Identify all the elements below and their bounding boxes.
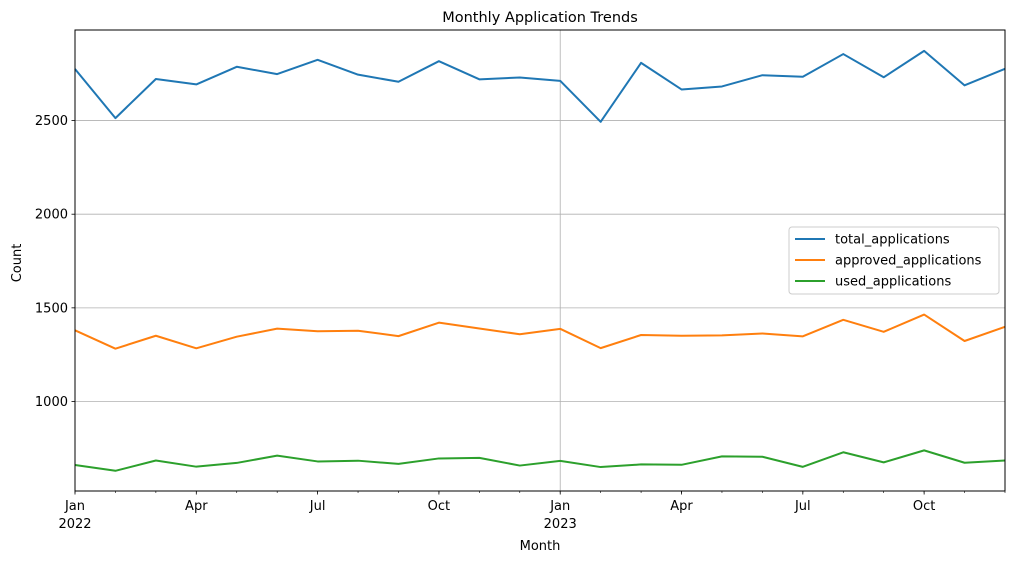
series-line-total_applications [74,49,1006,123]
x-tick-label: Jan [549,499,570,514]
x-axis: Jan 2022 Apr Jul Oct Jan 2023 Apr Jul Oct [58,491,1006,532]
y-tick-label: 2000 [35,208,68,223]
x-axis-label: Month [520,539,561,554]
y-tick-label: 1500 [35,301,68,316]
legend-label: approved_applications [835,254,982,269]
y-tick-label: 2500 [35,114,68,129]
x-tick-sublabel: 2023 [544,517,577,532]
x-tick-label: Oct [913,499,935,514]
series-lines [74,49,1006,472]
x-tick-label: Apr [185,499,208,514]
x-tick-label: Jul [794,499,811,514]
series-line-approved_applications [74,313,1006,350]
x-tick-label: Oct [428,499,450,514]
y-axis: 1000 1500 2000 2500 [35,114,75,410]
y-tick-label: 1000 [35,395,68,410]
chart-title: Monthly Application Trends [442,10,638,26]
legend-box [788,226,1000,295]
plot-frame [74,29,1006,492]
grid-lines [75,30,1005,491]
x-tick-label: Jan [64,499,85,514]
legend-label: used_applications [835,275,951,290]
legend: total_applications approved_applicationsu… [788,226,1000,295]
x-tick-label: Apr [670,499,693,514]
x-tick-label: Jul [309,499,326,514]
y-axis-label: Count [10,244,25,283]
series-line-used_applications [74,449,1006,472]
legend-label: total_applications [835,233,950,248]
x-tick-sublabel: 2022 [58,517,91,532]
